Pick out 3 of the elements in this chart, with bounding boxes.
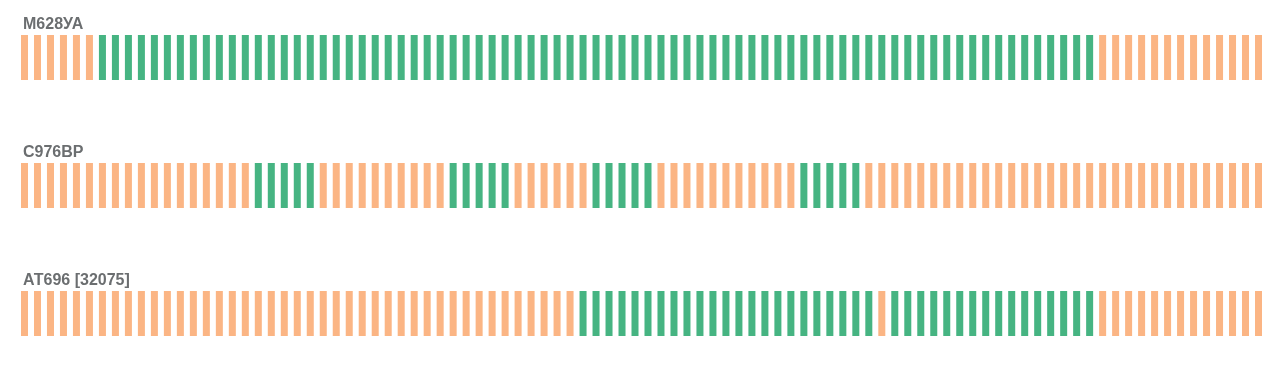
chart-title: АТ696 [32075] [23, 270, 130, 288]
chart-title: С976ВР [23, 142, 84, 160]
chart-title: М628УА [23, 14, 84, 32]
